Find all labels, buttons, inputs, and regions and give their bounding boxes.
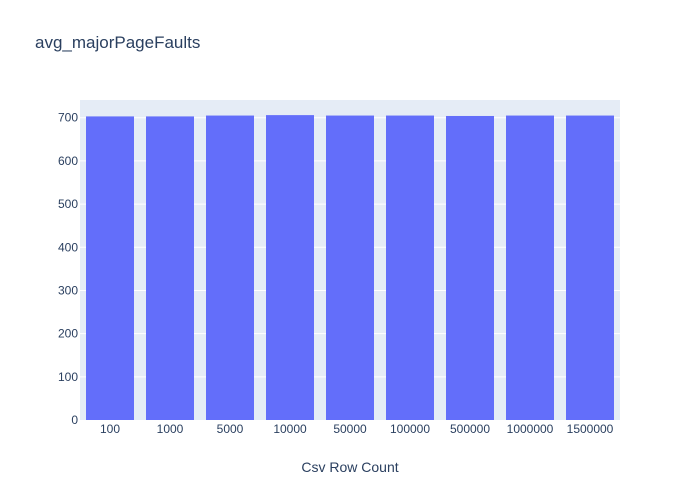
- y-tick-label: 500: [58, 197, 78, 211]
- y-tick-label: 0: [71, 413, 78, 427]
- x-tick-label: 100: [100, 422, 120, 436]
- bar-100000[interactable]: [386, 115, 434, 420]
- x-tick-label: 1500000: [567, 422, 614, 436]
- bar-10000[interactable]: [266, 115, 314, 420]
- y-tick-label: 600: [58, 154, 78, 168]
- x-axis-ticks: 100 1000 5000 10000 50000 100000 500000 1000000…: [100, 422, 614, 436]
- bar-1000000[interactable]: [506, 115, 554, 420]
- bar-50000[interactable]: [326, 115, 374, 420]
- bar-100[interactable]: [86, 116, 134, 421]
- x-tick-label: 1000000: [507, 422, 554, 436]
- bars: [86, 115, 614, 421]
- y-tick-label: 400: [58, 240, 78, 254]
- x-tick-label: 500000: [450, 422, 490, 436]
- y-tick-label: 100: [58, 370, 78, 384]
- y-tick-label: 200: [58, 327, 78, 341]
- y-tick-label: 700: [58, 111, 78, 125]
- x-tick-label: 50000: [333, 422, 367, 436]
- y-axis-ticks: 0 100 200 300 400 500 600 700: [58, 111, 78, 427]
- bar-1000[interactable]: [146, 116, 194, 421]
- x-tick-label: 10000: [273, 422, 307, 436]
- x-tick-label: 1000: [157, 422, 184, 436]
- bar-500000[interactable]: [446, 115, 494, 421]
- bar-5000[interactable]: [206, 115, 254, 420]
- y-tick-label: 300: [58, 283, 78, 297]
- x-tick-label: 5000: [217, 422, 244, 436]
- x-axis-title: Csv Row Count: [301, 459, 398, 475]
- x-tick-label: 100000: [390, 422, 430, 436]
- chart-title: avg_majorPageFaults: [35, 33, 201, 52]
- bar-1500000[interactable]: [566, 115, 614, 420]
